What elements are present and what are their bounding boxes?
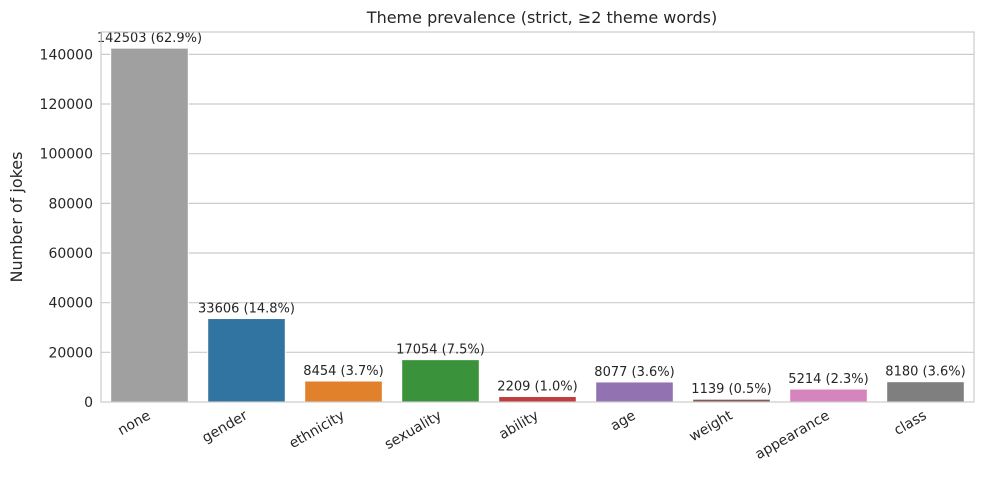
x-tick-label-gender: gender: [200, 407, 251, 446]
bar-ability: [498, 396, 577, 403]
bar-ethnicity: [304, 380, 383, 403]
data-labels: 142503 (62.9%) 33606 (14.8%) 8454 (3.7%) 17…: [97, 31, 966, 397]
y-tick-label-1: 20000: [48, 345, 93, 361]
data-label-appearance: 5214 (2.3%): [788, 372, 868, 387]
x-tick-label-class: class: [891, 408, 929, 439]
chart-title: Theme prevalence (strict, ≥2 theme words…: [366, 8, 717, 27]
y-tick-label-6: 120000: [40, 97, 93, 113]
bar-appearance: [789, 388, 868, 403]
bar-sexuality: [401, 359, 480, 403]
plot-frame: [100, 31, 975, 403]
data-label-weight: 1139 (0.5%): [691, 382, 771, 397]
bar-age: [595, 381, 674, 403]
data-label-sexuality: 17054 (7.5%): [396, 343, 485, 358]
data-label-none: 142503 (62.9%): [97, 31, 202, 46]
bar-gender: [207, 318, 286, 403]
y-tick-label-2: 40000: [48, 296, 93, 312]
bar-class: [886, 381, 965, 403]
gridlines: [101, 53, 974, 353]
data-label-gender: 33606 (14.8%): [198, 302, 295, 317]
x-tick-label-ethnicity: ethnicity: [287, 408, 348, 452]
x-tick-label-none: none: [115, 408, 153, 439]
y-tick-label-5: 100000: [40, 147, 93, 163]
bar-none: [110, 47, 189, 403]
data-label-ability: 2209 (1.0%): [497, 380, 577, 395]
y-tick-label-7: 140000: [40, 47, 93, 63]
x-tick-label-age: age: [608, 408, 639, 435]
x-tick-label-sexuality: sexuality: [382, 408, 445, 453]
bars: [110, 47, 965, 403]
x-tick-label-appearance: appearance: [753, 408, 833, 463]
y-tick-label-0: 0: [84, 395, 93, 411]
data-label-age: 8077 (3.6%): [594, 365, 674, 380]
x-tick-label-weight: weight: [687, 407, 736, 445]
x-axis-ticks: none gender ethnicity sexuality ability age we…: [115, 407, 929, 463]
y-tick-label-4: 80000: [48, 196, 93, 212]
data-label-class: 8180 (3.6%): [885, 365, 965, 380]
data-label-ethnicity: 8454 (3.7%): [303, 364, 383, 379]
x-tick-label-ability: ability: [496, 408, 541, 443]
y-tick-label-3: 60000: [48, 246, 93, 262]
y-axis-ticks: 0 20000 40000 60000 80000 100000 120000 140000: [40, 47, 93, 411]
y-axis-label: Number of jokes: [7, 152, 26, 283]
